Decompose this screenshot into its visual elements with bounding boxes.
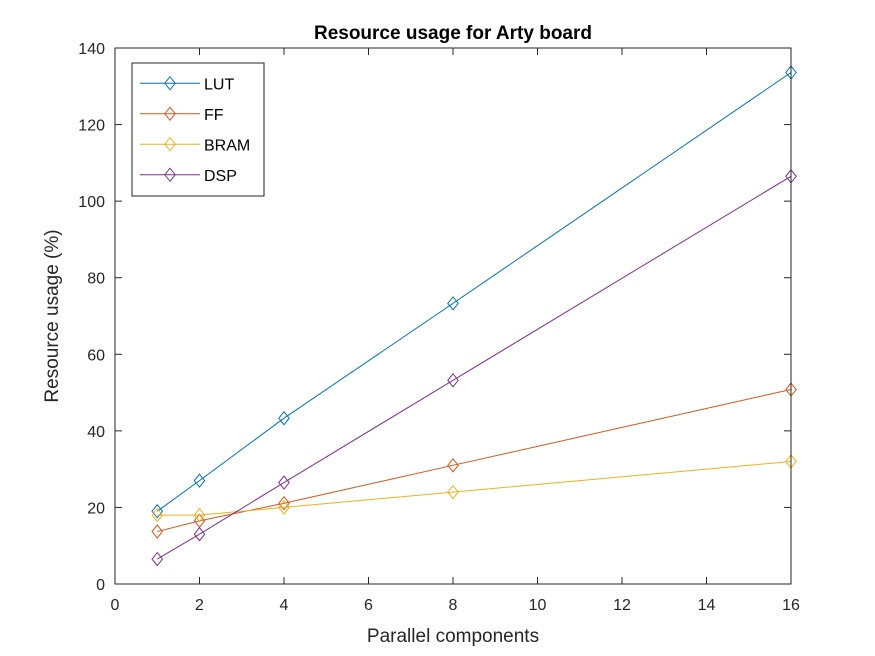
data-point-bram xyxy=(447,484,459,500)
x-tick-label: 0 xyxy=(111,597,120,614)
data-point-dsp xyxy=(151,551,164,567)
legend-item-dsp: DSP xyxy=(140,167,237,185)
legend-item-bram: BRAM xyxy=(140,136,250,154)
legend-swatch-marker xyxy=(164,75,176,91)
series-line-bram xyxy=(157,460,792,516)
y-axis-label: Resource usage (%) xyxy=(42,229,63,402)
data-point-lut xyxy=(447,296,459,311)
chart-title: Resource usage for Arty board xyxy=(314,23,592,44)
legend-swatch-marker xyxy=(164,106,176,122)
x-tick-label: 4 xyxy=(280,597,289,614)
data-point-dsp xyxy=(447,373,459,388)
series-layer xyxy=(151,65,797,567)
legend-item-ff: FF xyxy=(140,106,224,124)
legend-swatch-marker xyxy=(164,136,176,152)
legend-label: DSP xyxy=(204,168,237,185)
data-point-bram xyxy=(278,500,290,515)
x-tick-label: 2 xyxy=(195,597,204,614)
data-point-dsp xyxy=(193,526,206,542)
series-lut xyxy=(151,65,797,519)
legend-label: LUT xyxy=(204,76,234,93)
x-tick-label: 6 xyxy=(364,597,373,614)
y-tick-label: 140 xyxy=(78,41,105,58)
y-tick-label: 0 xyxy=(96,577,105,594)
x-tick-label: 10 xyxy=(529,597,547,614)
x-tick-label: 8 xyxy=(449,597,458,614)
data-point-bram xyxy=(151,507,164,523)
legend-label: BRAM xyxy=(204,137,250,154)
x-tick-label: 14 xyxy=(698,597,716,614)
data-point-lut xyxy=(151,503,164,519)
legend-box xyxy=(131,62,265,197)
data-point-ff xyxy=(447,458,459,473)
series-line-ff xyxy=(157,389,792,533)
x-tick-label: 16 xyxy=(782,597,800,614)
y-tick-label: 120 xyxy=(78,118,105,135)
legend-item-lut: LUT xyxy=(140,75,234,93)
data-point-bram xyxy=(193,507,206,523)
data-point-lut xyxy=(278,410,290,426)
x-axis-label: Parallel components xyxy=(367,626,539,647)
data-point-ff xyxy=(278,495,290,511)
legend: LUT FF BRAM DSP xyxy=(131,62,265,197)
series-line-dsp xyxy=(156,175,792,560)
x-tick-label: 12 xyxy=(613,597,631,614)
y-tick-label: 80 xyxy=(87,271,105,288)
legend-label: FF xyxy=(204,107,224,124)
axes-layer: 0 2 4 6 8 10 12 14 16 0 20 40 60 80 100 120 140 xyxy=(78,41,800,614)
y-tick-label: 20 xyxy=(87,500,105,517)
data-point-ff xyxy=(151,524,164,539)
y-tick-label: 100 xyxy=(78,194,105,211)
legend-swatch-marker xyxy=(164,167,176,183)
series-bram xyxy=(151,454,797,523)
series-line-lut xyxy=(156,72,792,512)
data-point-dsp xyxy=(278,475,290,490)
data-point-lut xyxy=(193,473,206,488)
y-tick-label: 40 xyxy=(87,424,105,441)
y-tick-label: 60 xyxy=(87,347,105,364)
